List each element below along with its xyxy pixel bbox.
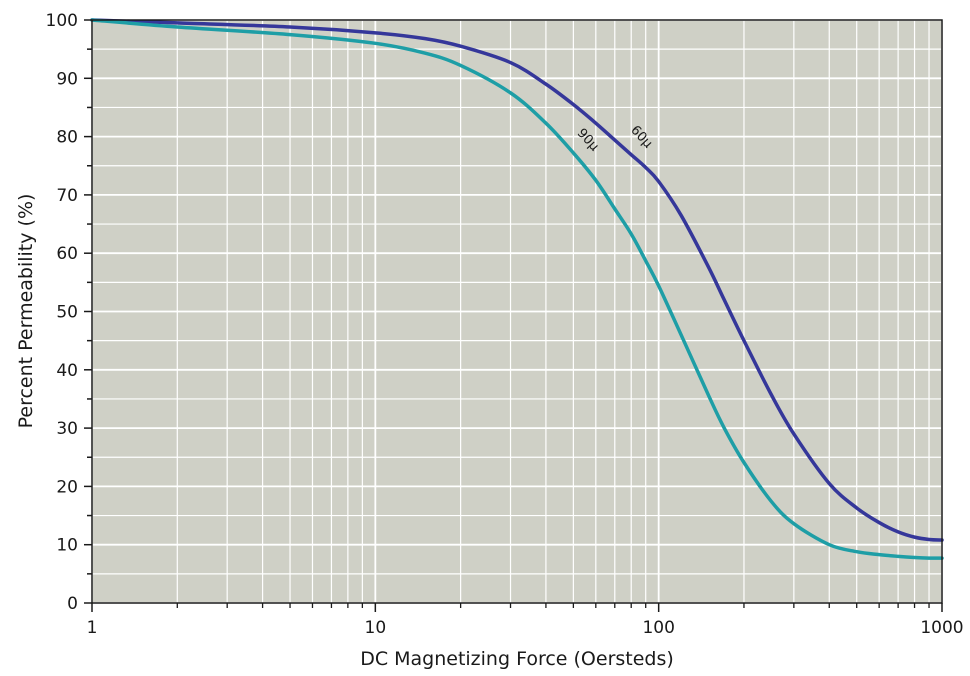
series-line (90, 18, 944, 560)
y-tick-label: 70 (56, 186, 78, 206)
curves (90, 18, 944, 560)
x-tick-label: 10 (365, 618, 387, 638)
y-tick-label: 30 (56, 419, 78, 439)
y-tick-label: 10 (56, 536, 78, 556)
x-tick-label: 1000 (920, 618, 963, 638)
x-tick-label: 1 (87, 618, 98, 638)
y-tick-label: 0 (67, 594, 78, 614)
y-tick-label: 50 (56, 303, 78, 323)
y-axis-title: Percent Permeability (%) (15, 194, 37, 429)
x-tick-label: 100 (642, 618, 674, 638)
x-axis-title: DC Magnetizing Force (Oersteds) (360, 648, 674, 670)
y-axis: 0 10 20 30 40 50 60 70 80 90 100 (46, 11, 92, 614)
y-tick-label: 100 (46, 11, 78, 31)
series-line (90, 18, 944, 542)
grid (91, 19, 943, 604)
y-tick-label: 90 (56, 69, 78, 89)
y-tick-label: 60 (56, 244, 78, 264)
y-tick-label: 20 (56, 477, 78, 497)
y-tick-label: 80 (56, 128, 78, 148)
x-axis: 1 10 100 1000 (87, 603, 964, 638)
y-tick-label: 40 (56, 361, 78, 381)
